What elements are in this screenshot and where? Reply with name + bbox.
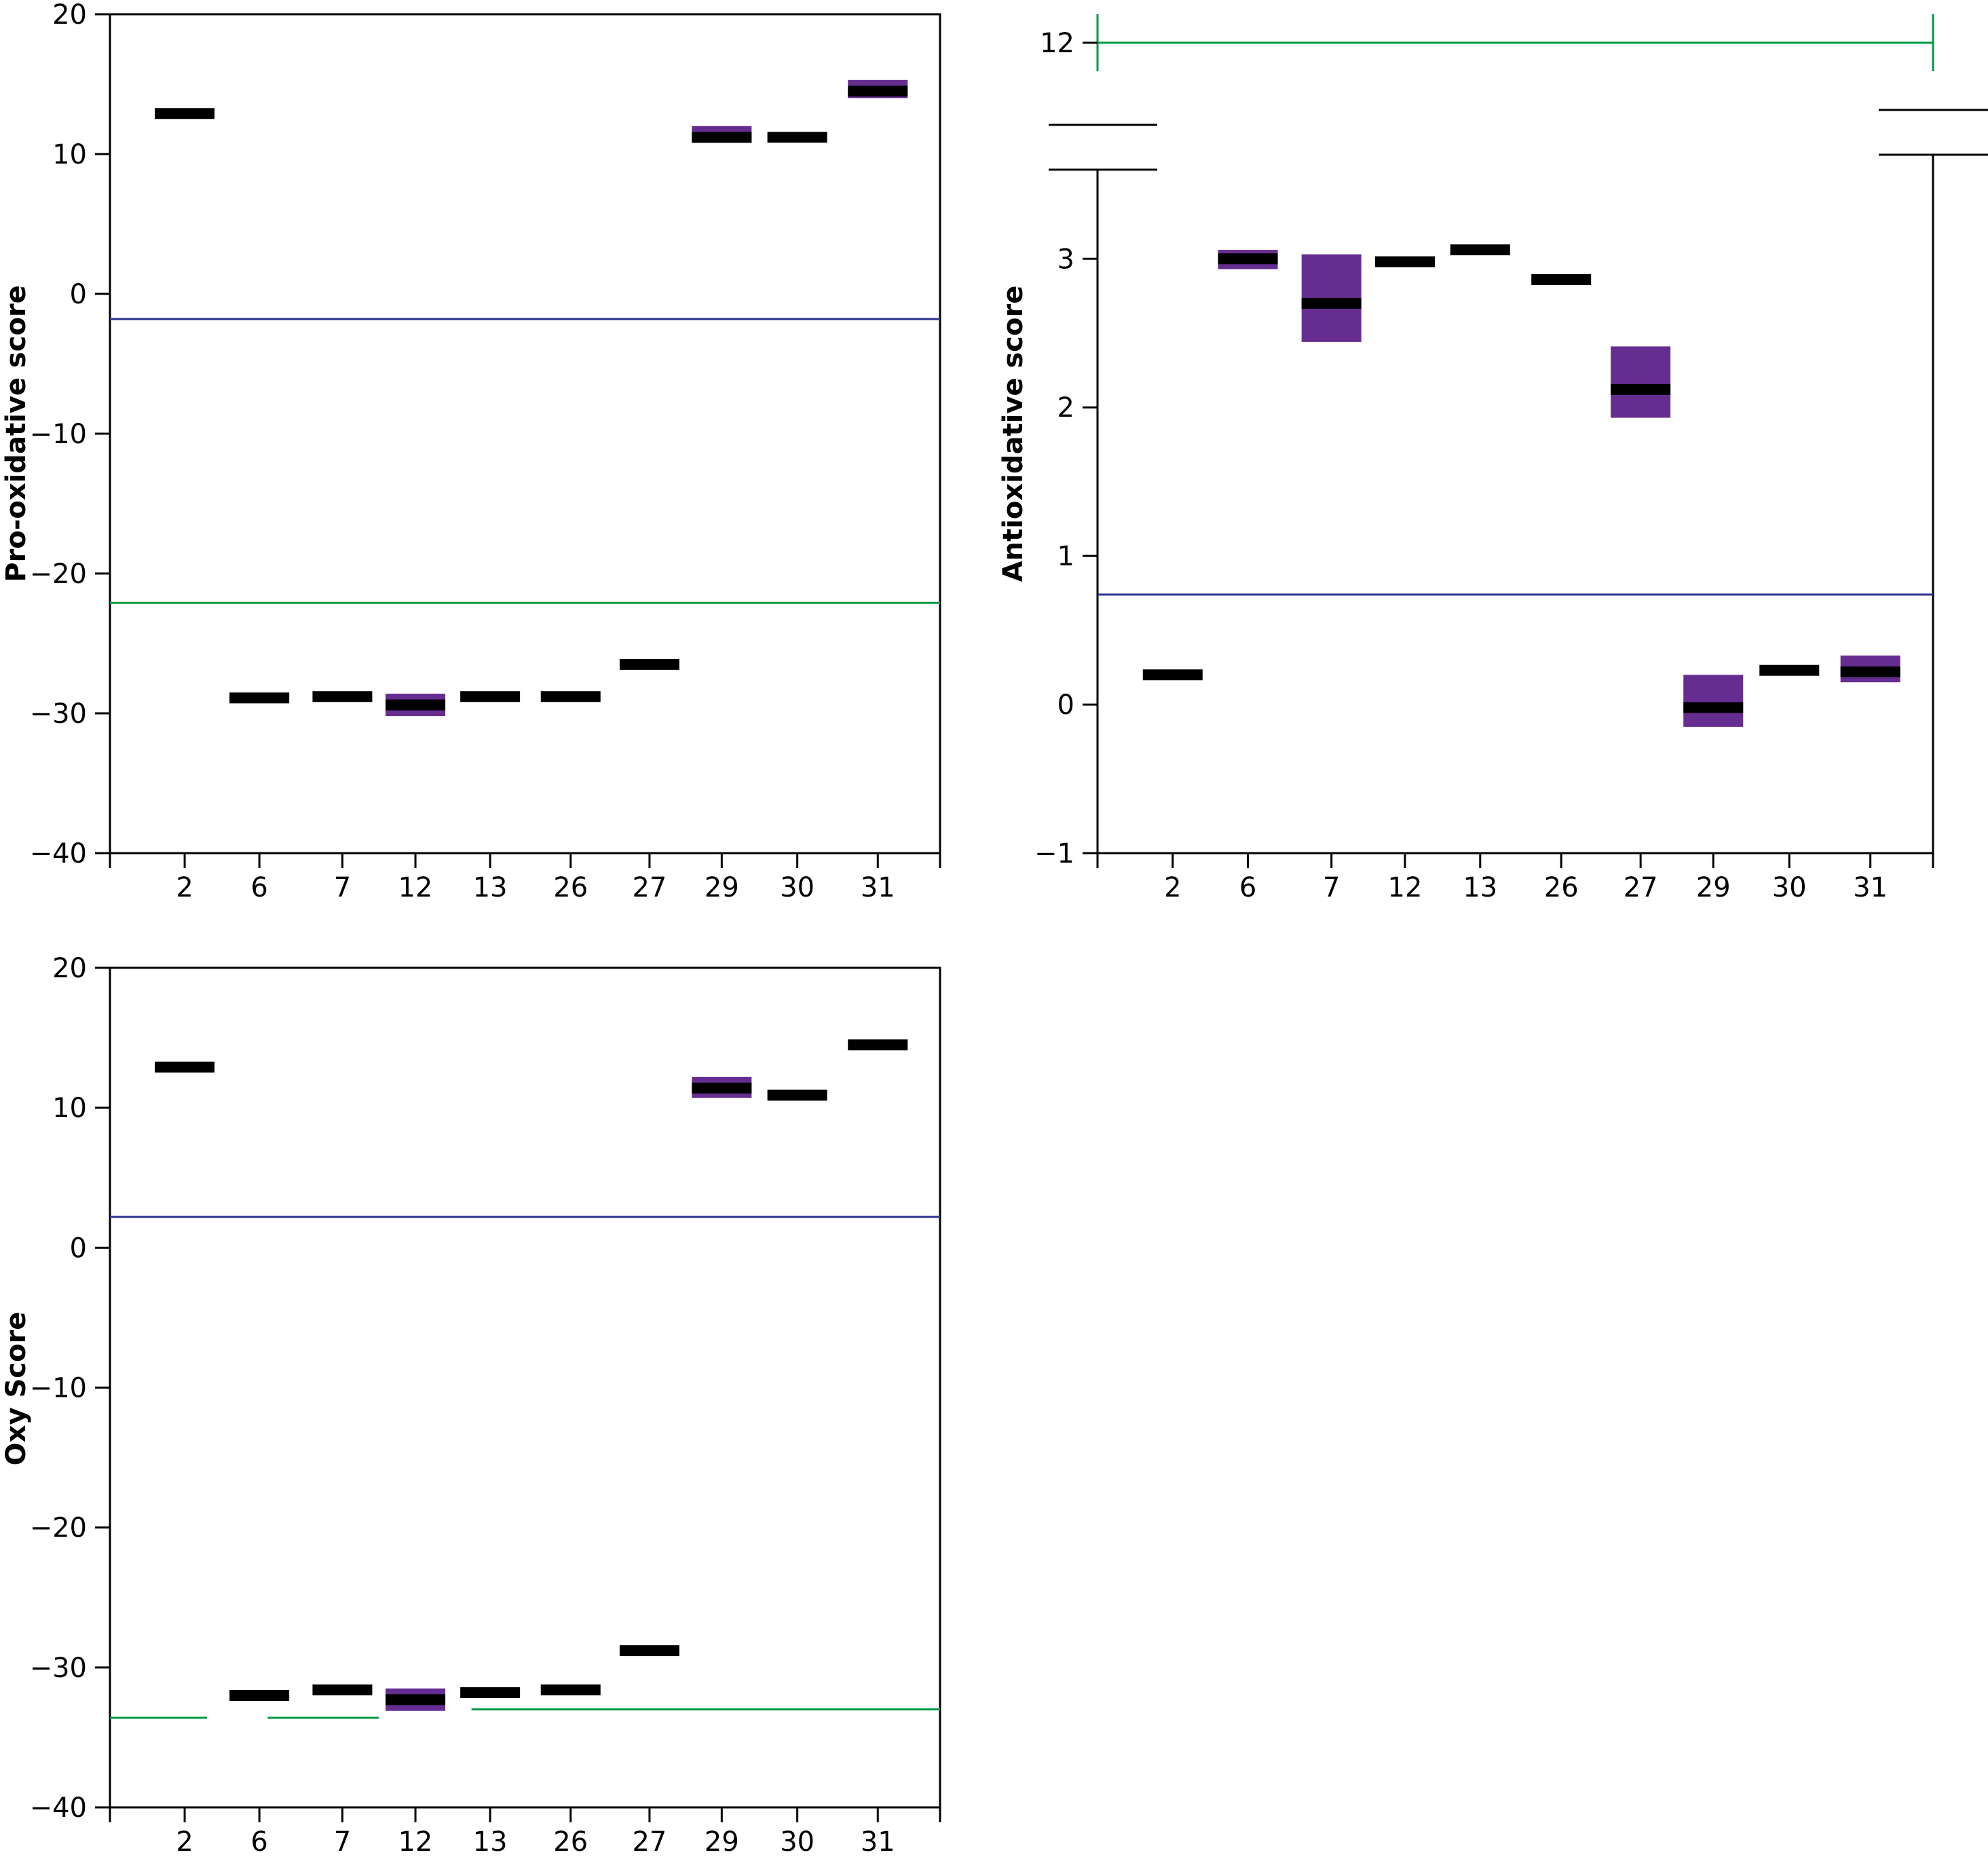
median-bar (1142, 669, 1203, 681)
x-tick-label: 13 (473, 1826, 508, 1858)
x-tick-label: 31 (861, 1826, 895, 1858)
y-tick-label: −10 (30, 419, 87, 450)
x-tick-label: 12 (1388, 872, 1423, 903)
x-tick-label: 6 (250, 872, 267, 903)
x-tick-label: 30 (780, 1826, 814, 1858)
x-tick-label: 26 (1544, 872, 1579, 903)
median-bar (1450, 244, 1510, 256)
median-bar (692, 1083, 752, 1094)
x-tick-label: 30 (1772, 872, 1807, 903)
x-tick-label: 2 (1164, 872, 1181, 903)
y-tick-label: 0 (1057, 690, 1074, 721)
y-tick-label: −20 (30, 559, 87, 590)
x-tick-label: 31 (861, 872, 895, 903)
median-bar (386, 699, 446, 711)
median-bar (540, 1684, 601, 1695)
y-tick-label: −30 (30, 698, 87, 730)
x-tick-label: 6 (250, 1826, 267, 1858)
y-tick-label: −30 (30, 1653, 87, 1684)
y-tick-label: 12 (1040, 28, 1074, 59)
y-axis-title: Pro-oxidative score (1, 285, 32, 582)
median-bar (1301, 297, 1362, 309)
median-bar (312, 1684, 373, 1695)
y-tick-label: 3 (1057, 244, 1074, 275)
x-tick-label: 7 (334, 1826, 351, 1858)
median-bar (229, 1690, 290, 1702)
y-tick-label: 2 (1057, 392, 1074, 424)
y-tick-label: 20 (52, 0, 87, 31)
y-tick-label: −10 (30, 1373, 87, 1404)
median-bar (229, 692, 290, 704)
x-tick-label: 26 (553, 872, 588, 903)
x-tick-label: 13 (1463, 872, 1497, 903)
x-tick-label: 26 (553, 1826, 588, 1858)
median-bar (460, 1687, 521, 1698)
y-axis-title: Antioxidative score (998, 286, 1029, 582)
x-tick-label: 13 (473, 872, 508, 903)
x-tick-label: 27 (1624, 872, 1658, 903)
x-tick-label: 29 (1696, 872, 1731, 903)
x-tick-label: 31 (1853, 872, 1888, 903)
iqr-box (1611, 346, 1671, 418)
median-bar (692, 132, 752, 143)
iqr-box (1683, 675, 1744, 727)
y-tick-label: 1 (1057, 541, 1074, 572)
x-tick-label: 2 (176, 1826, 193, 1858)
median-bar (1375, 256, 1436, 267)
y-tick-label: −20 (30, 1513, 87, 1544)
median-bar (540, 691, 601, 702)
median-bar (386, 1694, 446, 1706)
median-bar (1759, 664, 1820, 676)
y-tick-label: −40 (30, 838, 87, 869)
median-bar (155, 108, 215, 119)
median-bar (767, 132, 827, 143)
median-bar (1531, 274, 1592, 285)
x-tick-label: 6 (1239, 872, 1256, 903)
median-bar (767, 1089, 827, 1101)
x-tick-label: 2 (176, 872, 193, 903)
y-axis-title: Oxy Score (1, 1312, 32, 1466)
x-tick-label: 27 (632, 872, 667, 903)
x-tick-label: 27 (632, 1826, 667, 1858)
median-bar (848, 86, 908, 97)
y-tick-label: −40 (30, 1792, 87, 1824)
x-tick-label: 29 (705, 872, 739, 903)
median-bar (619, 1645, 679, 1657)
median-bar (460, 691, 521, 702)
y-tick-label: 0 (70, 279, 87, 310)
median-bar (619, 658, 679, 670)
median-bar (1683, 702, 1744, 713)
x-tick-label: 12 (398, 872, 433, 903)
y-tick-label: −1 (1034, 838, 1074, 869)
y-tick-label: 10 (52, 1093, 87, 1124)
x-tick-label: 7 (334, 872, 351, 903)
median-bar (848, 1039, 908, 1051)
median-bar (1218, 253, 1278, 265)
y-tick-label: 20 (52, 953, 87, 984)
x-tick-label: 7 (1323, 872, 1340, 903)
x-tick-label: 30 (780, 872, 814, 903)
x-tick-label: 29 (705, 1826, 739, 1858)
x-tick-label: 12 (398, 1826, 433, 1858)
y-tick-label: 10 (52, 139, 87, 170)
median-bar (155, 1061, 215, 1073)
median-bar (1611, 383, 1671, 395)
y-tick-label: 0 (70, 1233, 87, 1264)
median-bar (312, 691, 373, 702)
median-bar (1840, 666, 1900, 677)
